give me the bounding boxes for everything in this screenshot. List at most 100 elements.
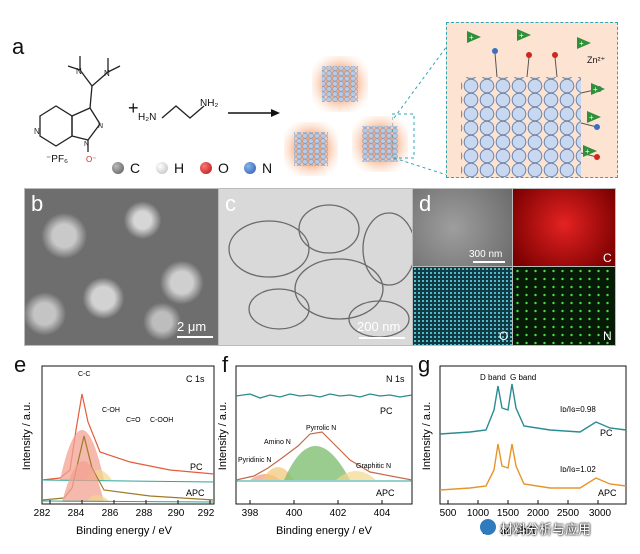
e-peak-cooh: C-OOH <box>150 417 173 424</box>
f-peak-amino: Amino N <box>264 439 291 446</box>
g-xtick-4: 2500 <box>557 508 580 519</box>
counter-ion-text: ⁻PF₆ <box>46 154 69 165</box>
g-xtick-1: 1000 <box>467 508 490 519</box>
atom-legend: C H O N <box>112 158 282 178</box>
panel-label-d: d <box>419 191 432 216</box>
svg-text:N: N <box>84 141 89 148</box>
g-xtick-2: 1500 <box>497 508 520 519</box>
scale-label-b: 2 μm <box>177 319 207 334</box>
e-xtick-4: 290 <box>168 508 185 519</box>
g-xtick-5: 3000 <box>589 508 612 519</box>
svg-text:+: + <box>469 33 474 42</box>
panel-label-a: a <box>12 34 25 59</box>
reagent-molecule-structure: N N N N N O⁻ <box>34 56 121 164</box>
svg-text:+: + <box>593 85 598 94</box>
f-xlabel: Binding energy / eV <box>276 525 373 537</box>
zoom-dashed-lines <box>392 41 451 177</box>
panel-label-g: g <box>418 352 431 377</box>
svg-text:N: N <box>98 123 103 130</box>
amine-left-text: H₂N <box>138 112 157 123</box>
nanosheet-illustrations <box>284 56 408 176</box>
scale-label-d: 300 nm <box>469 249 503 260</box>
e-ylabel: Intensity / a.u. <box>21 402 33 470</box>
g-xtick-0: 500 <box>440 508 457 519</box>
eds-map-oxygen: O <box>412 266 514 346</box>
e-trace-apc: APC <box>186 488 205 498</box>
e-xtick-2: 286 <box>102 508 119 519</box>
legend-h: H <box>174 160 185 176</box>
f-xtick-1: 400 <box>286 508 303 519</box>
g-trace-apc: APC <box>598 488 617 498</box>
tem-image-c: c 200 nm <box>218 188 414 346</box>
e-peak-cc: C-C <box>78 371 90 378</box>
f-ylabel: Intensity / a.u. <box>217 402 229 470</box>
g-xtick-3: 2000 <box>527 508 550 519</box>
eds-map-sem: d 300 nm <box>412 188 514 268</box>
oxygen-dot-icon <box>200 162 212 174</box>
panel-label-e: e <box>14 352 27 377</box>
legend-o: O <box>218 160 229 176</box>
oxide-text: O⁻ <box>86 155 96 164</box>
watermark-text: 材料分析与应用 <box>500 522 592 537</box>
plus-sign: + <box>128 98 139 118</box>
watermark-logo-icon <box>480 519 496 535</box>
hydrogen-dot-icon <box>156 162 168 174</box>
svg-text:N: N <box>76 67 82 76</box>
svg-text:N: N <box>104 69 110 78</box>
e-xtick-5: 292 <box>198 508 215 519</box>
svg-text:+: + <box>519 31 524 40</box>
scale-label-c: 200 nm <box>357 319 401 334</box>
watermark: 材料分析与应用 <box>480 516 626 540</box>
channel-label-c: C <box>603 251 612 265</box>
svg-text:N: N <box>34 127 40 136</box>
g-ylabel: Intensity / a.u. <box>421 402 433 470</box>
g-ratio-pc: Iᴅ/Iɢ=0.98 <box>560 405 596 414</box>
panel-label-c: c <box>225 191 236 216</box>
svg-text:+: + <box>585 147 590 156</box>
e-peak-co: C=O <box>126 417 141 424</box>
eds-map-carbon: C <box>512 188 616 268</box>
e-xtick-3: 288 <box>136 508 153 519</box>
ethylenediamine-structure <box>161 105 205 119</box>
e-xlabel: Binding energy / eV <box>76 525 173 537</box>
g-ratio-apc: Iᴅ/Iɢ=1.02 <box>560 465 596 474</box>
panel-label-b: b <box>31 191 44 216</box>
e-peak-coh: C-OH <box>102 407 120 414</box>
nitrogen-dot-icon <box>244 162 256 174</box>
amine-right-text: NH₂ <box>200 98 219 109</box>
e-trace-pc: PC <box>190 462 203 472</box>
raman-plot: D band G band Iᴅ/Iɢ=0.98 Iᴅ/Iɢ=1.02 PC A… <box>421 365 627 537</box>
reaction-arrow-icon <box>228 109 280 117</box>
f-peak-graphitic: Graphitic N <box>356 463 391 470</box>
f-peak-pyrrolic: Pyrrolic N <box>306 425 336 432</box>
svg-text:+: + <box>589 113 594 122</box>
legend-n: N <box>262 160 273 176</box>
carbon-dot-icon <box>112 162 124 174</box>
f-xtick-2: 402 <box>330 508 347 519</box>
f-title: N 1s <box>386 374 405 384</box>
xps-n1s-plot: N 1s Amino N Pyrrolic N Pyridinic N Grap… <box>217 365 413 537</box>
scale-bar-d <box>473 261 505 263</box>
f-trace-apc: APC <box>376 488 395 498</box>
e-xtick-0: 282 <box>34 508 51 519</box>
e-title: C 1s <box>186 374 205 384</box>
g-xlabel-tail: an shift <box>500 525 535 537</box>
channel-label-n: N <box>603 329 612 343</box>
xps-c1s-plot: C 1s C-C C-OH C=O C-OOH PC APC 282 284 2… <box>21 365 215 537</box>
g-gband: G band <box>510 373 536 382</box>
zinc-ion-label: Zn²⁺ <box>587 55 606 65</box>
f-xtick-3: 404 <box>374 508 391 519</box>
scale-bar-b <box>177 336 213 338</box>
panel-label-f: f <box>222 352 229 377</box>
sem-image-b: b 2 μm <box>24 188 222 346</box>
e-xtick-1: 284 <box>68 508 85 519</box>
channel-label-o: O <box>499 329 509 343</box>
f-trace-pc: PC <box>380 406 393 416</box>
g-dband: D band <box>480 373 506 382</box>
f-xtick-0: 398 <box>242 508 259 519</box>
svg-text:+: + <box>579 39 584 48</box>
legend-c: C <box>130 160 141 176</box>
eds-map-nitrogen: N <box>512 266 616 346</box>
surface-zoom-inset: + + + + + + Zn²⁺ <box>446 22 618 178</box>
f-peak-pyridinic: Pyridinic N <box>238 457 271 464</box>
